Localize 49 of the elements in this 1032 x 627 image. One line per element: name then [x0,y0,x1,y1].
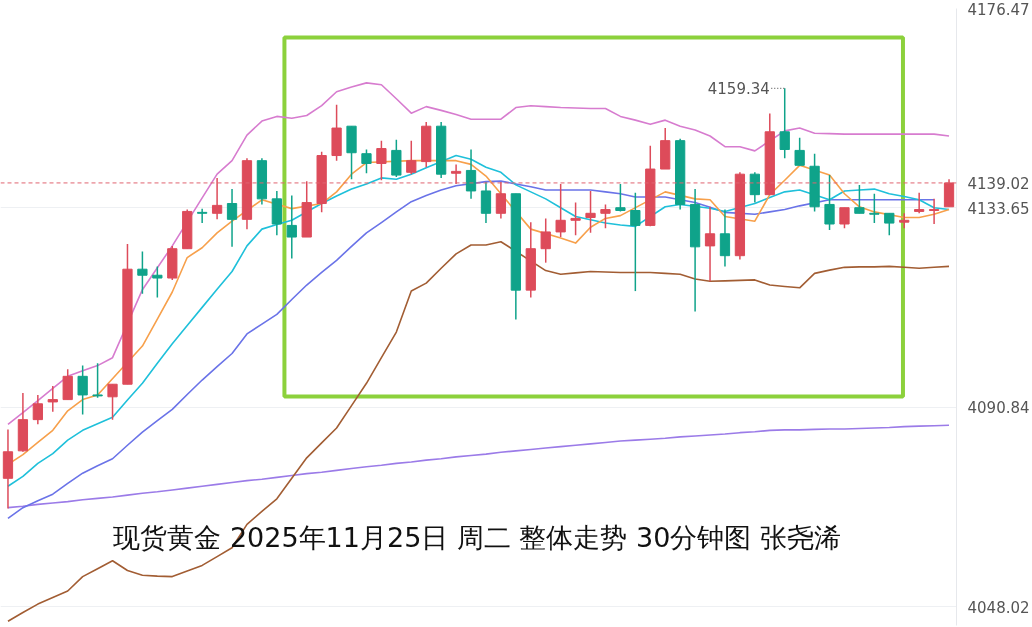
candlestick [495,181,507,220]
candlestick [928,198,940,225]
candlestick [779,87,790,160]
candlestick [794,137,805,167]
candlestick [540,217,551,264]
candlestick [450,163,462,185]
candlestick [77,364,88,416]
candlestick [480,181,492,224]
candlestick [465,148,477,200]
candlestick [376,139,387,181]
candlestick [884,212,895,236]
line-series [7,424,950,509]
line-series [7,82,950,426]
candlestick [226,188,238,248]
candlestick [555,183,566,238]
y-tick-label: 4090.84 [967,399,1030,418]
candlestick [943,178,955,208]
candlestick [839,206,850,229]
candlestick [585,190,596,234]
candlestick [719,208,731,268]
y-tick-label: 4176.47 [967,0,1030,19]
candlestick [137,250,148,295]
y-tick-label: 4133.65 [967,199,1030,218]
annotation: 4159.34 [707,80,770,99]
candlestick [704,206,716,283]
candlestick [854,184,865,215]
candlestick [197,207,208,224]
candlestick [47,385,58,413]
candlestick [211,177,223,221]
candlestick [869,192,880,224]
candlestick [361,148,372,174]
candlestick [62,368,73,401]
candlestick [615,183,626,213]
candlestick [92,362,103,399]
candlestick [32,394,43,426]
line-series [7,180,935,520]
candlestick [899,212,910,229]
candlestick [824,174,835,231]
candlestick [152,265,163,299]
candlestick [600,203,611,229]
y-tick-label: 4048.02 [967,598,1030,617]
candlestick [107,383,118,421]
candlestick [914,192,925,215]
candlestick [406,139,417,175]
ref-line-label: 4139.02 [967,174,1030,193]
candlestick [286,194,297,260]
candlestick [630,192,641,292]
candlestick [570,201,581,236]
line-series [7,240,950,623]
